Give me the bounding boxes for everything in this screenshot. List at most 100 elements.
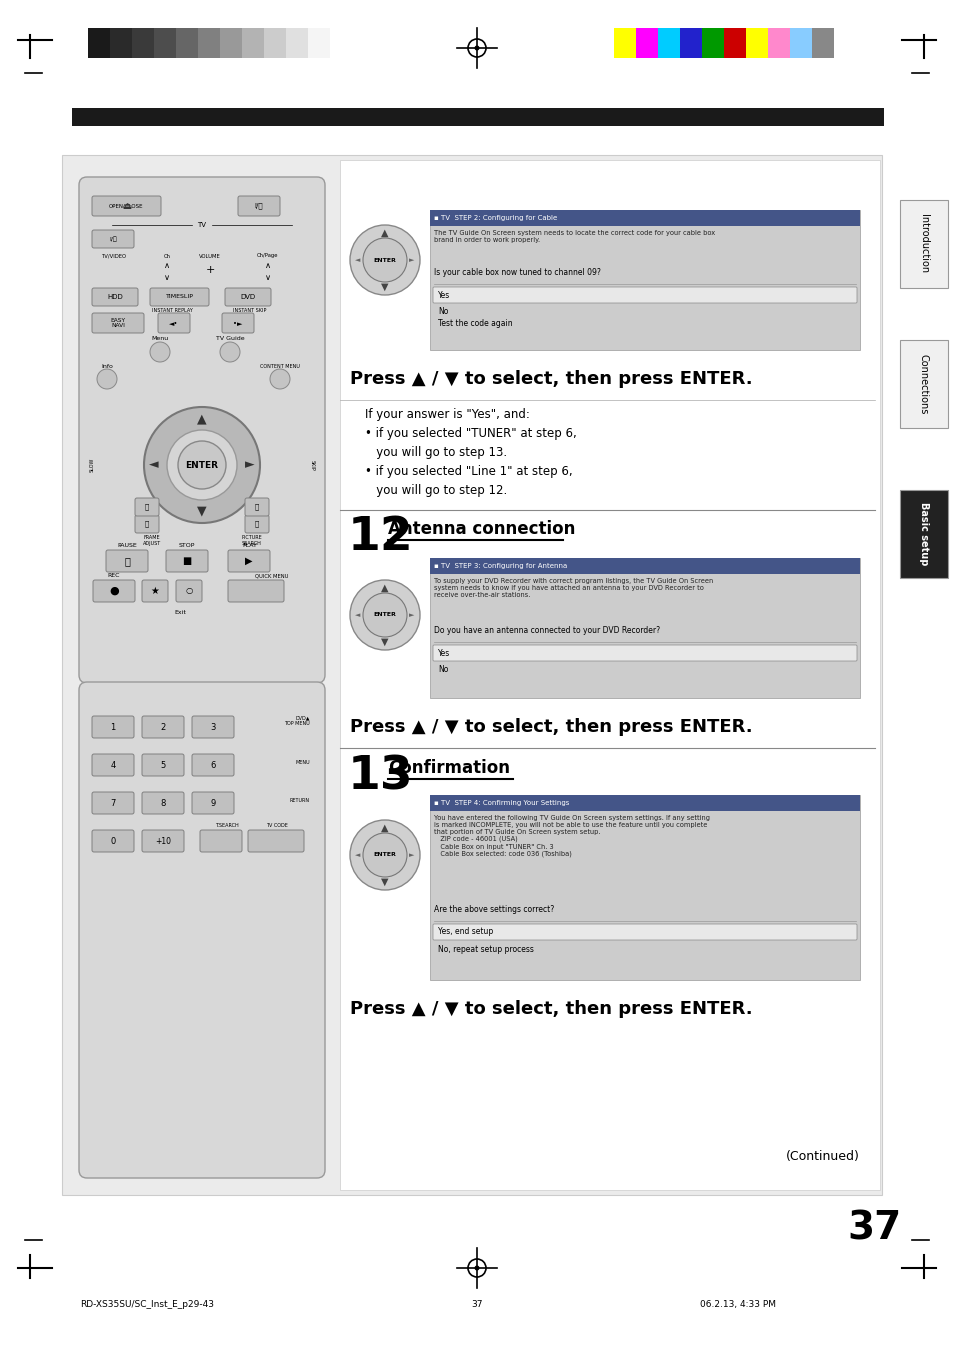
FancyBboxPatch shape (142, 792, 184, 815)
Text: I/⏻: I/⏻ (109, 236, 117, 242)
Text: TV: TV (197, 222, 206, 228)
Text: Ch: Ch (163, 254, 171, 258)
Text: Introduction: Introduction (918, 215, 928, 273)
FancyBboxPatch shape (142, 716, 184, 738)
Bar (899, 340, 947, 428)
Circle shape (167, 430, 236, 500)
FancyBboxPatch shape (91, 792, 133, 815)
Circle shape (350, 226, 419, 295)
Circle shape (220, 342, 240, 362)
Text: Exit: Exit (173, 611, 186, 615)
FancyBboxPatch shape (175, 580, 202, 603)
Bar (430, 558, 859, 574)
FancyBboxPatch shape (150, 288, 209, 305)
FancyBboxPatch shape (91, 288, 138, 305)
Text: SLOW: SLOW (90, 458, 94, 473)
Text: Antenna connection: Antenna connection (388, 520, 575, 538)
Text: ▪ TV  STEP 3: Configuring for Antenna: ▪ TV STEP 3: Configuring for Antenna (434, 563, 567, 569)
Text: 4: 4 (111, 761, 115, 770)
Text: +10: +10 (154, 836, 171, 846)
Circle shape (350, 820, 419, 890)
Text: ◄: ◄ (149, 458, 158, 471)
Text: ◄: ◄ (355, 612, 360, 617)
Circle shape (150, 342, 170, 362)
FancyBboxPatch shape (91, 196, 161, 216)
Text: Basic setup: Basic setup (918, 503, 928, 566)
Text: ENTER: ENTER (374, 612, 396, 617)
Text: No: No (437, 665, 448, 674)
Text: Are the above settings correct?: Are the above settings correct? (434, 905, 554, 915)
Text: TV/VIDEO: TV/VIDEO (102, 254, 127, 258)
Text: Press ▲ / ▼ to select, then press ENTER.: Press ▲ / ▼ to select, then press ENTER. (350, 370, 752, 388)
FancyBboxPatch shape (91, 830, 133, 852)
Bar (430, 794, 859, 979)
Text: PLAY: PLAY (242, 543, 257, 549)
Text: ▼: ▼ (197, 504, 207, 517)
FancyBboxPatch shape (166, 550, 208, 571)
Text: Yes, end setup: Yes, end setup (437, 928, 493, 936)
Text: ★: ★ (151, 586, 159, 596)
FancyBboxPatch shape (192, 716, 233, 738)
Bar (308, 28, 330, 58)
FancyBboxPatch shape (79, 682, 325, 1178)
Circle shape (97, 369, 117, 389)
Text: 06.2.13, 4:33 PM: 06.2.13, 4:33 PM (700, 1300, 775, 1309)
Text: ▼: ▼ (381, 282, 388, 292)
FancyBboxPatch shape (192, 754, 233, 775)
Text: 13: 13 (348, 754, 414, 798)
Text: 8: 8 (160, 798, 166, 808)
FancyBboxPatch shape (142, 580, 168, 603)
Text: Ch/Page: Ch/Page (257, 254, 278, 258)
Bar (767, 28, 789, 58)
Text: Menu: Menu (152, 336, 169, 342)
FancyBboxPatch shape (106, 550, 148, 571)
Text: ▲: ▲ (381, 584, 388, 593)
Bar (745, 28, 767, 58)
Text: 3: 3 (210, 723, 215, 731)
FancyBboxPatch shape (142, 830, 184, 852)
Text: PICTURE
SEARCH: PICTURE SEARCH (241, 535, 262, 546)
Text: 6: 6 (210, 761, 215, 770)
Text: ▪ TV  STEP 2: Configuring for Cable: ▪ TV STEP 2: Configuring for Cable (434, 215, 557, 222)
Text: ▪ TV  STEP 4: Confirming Your Settings: ▪ TV STEP 4: Confirming Your Settings (434, 800, 569, 807)
Text: Press ▲ / ▼ to select, then press ENTER.: Press ▲ / ▼ to select, then press ENTER. (350, 717, 752, 736)
Text: ▼: ▼ (381, 638, 388, 647)
Bar (789, 28, 811, 58)
Text: ∨: ∨ (164, 273, 170, 282)
Text: ◄: ◄ (355, 257, 360, 263)
Bar (430, 558, 859, 698)
Text: 1: 1 (111, 723, 115, 731)
FancyBboxPatch shape (91, 230, 133, 249)
Text: ∧: ∧ (265, 262, 271, 270)
Bar (430, 209, 859, 350)
FancyBboxPatch shape (92, 580, 135, 603)
Text: EASY
NAVI: EASY NAVI (111, 317, 126, 328)
Text: REC: REC (108, 573, 120, 578)
FancyBboxPatch shape (200, 830, 242, 852)
Text: 37: 37 (847, 1210, 902, 1248)
Circle shape (350, 580, 419, 650)
Text: STOP: STOP (178, 543, 195, 549)
Text: T.SEARCH: T.SEARCH (214, 823, 238, 828)
Bar (198, 28, 220, 58)
Text: Do you have an antenna connected to your DVD Recorder?: Do you have an antenna connected to your… (434, 626, 659, 635)
Bar (62, 155, 882, 1196)
Text: ◄: ◄ (355, 852, 360, 858)
Text: ENTER: ENTER (185, 461, 218, 470)
Text: ►: ► (409, 852, 415, 858)
Text: (Continued): (Continued) (785, 1150, 859, 1163)
FancyBboxPatch shape (192, 792, 233, 815)
Text: Yes: Yes (437, 648, 450, 658)
Text: DVD: DVD (240, 295, 255, 300)
Text: ▲: ▲ (197, 412, 207, 426)
Circle shape (144, 407, 260, 523)
Text: If your answer is "Yes", and:
• if you selected "TUNER" at step 6,
   you will g: If your answer is "Yes", and: • if you s… (365, 408, 577, 497)
Text: ▶: ▶ (245, 557, 253, 566)
FancyBboxPatch shape (245, 515, 269, 534)
Text: ∨: ∨ (265, 273, 271, 282)
Text: The TV Guide On Screen system needs to locate the correct code for your cable bo: The TV Guide On Screen system needs to l… (434, 230, 715, 243)
Circle shape (363, 593, 407, 638)
Text: +: + (205, 265, 214, 276)
Bar (132, 28, 153, 58)
FancyBboxPatch shape (142, 754, 184, 775)
